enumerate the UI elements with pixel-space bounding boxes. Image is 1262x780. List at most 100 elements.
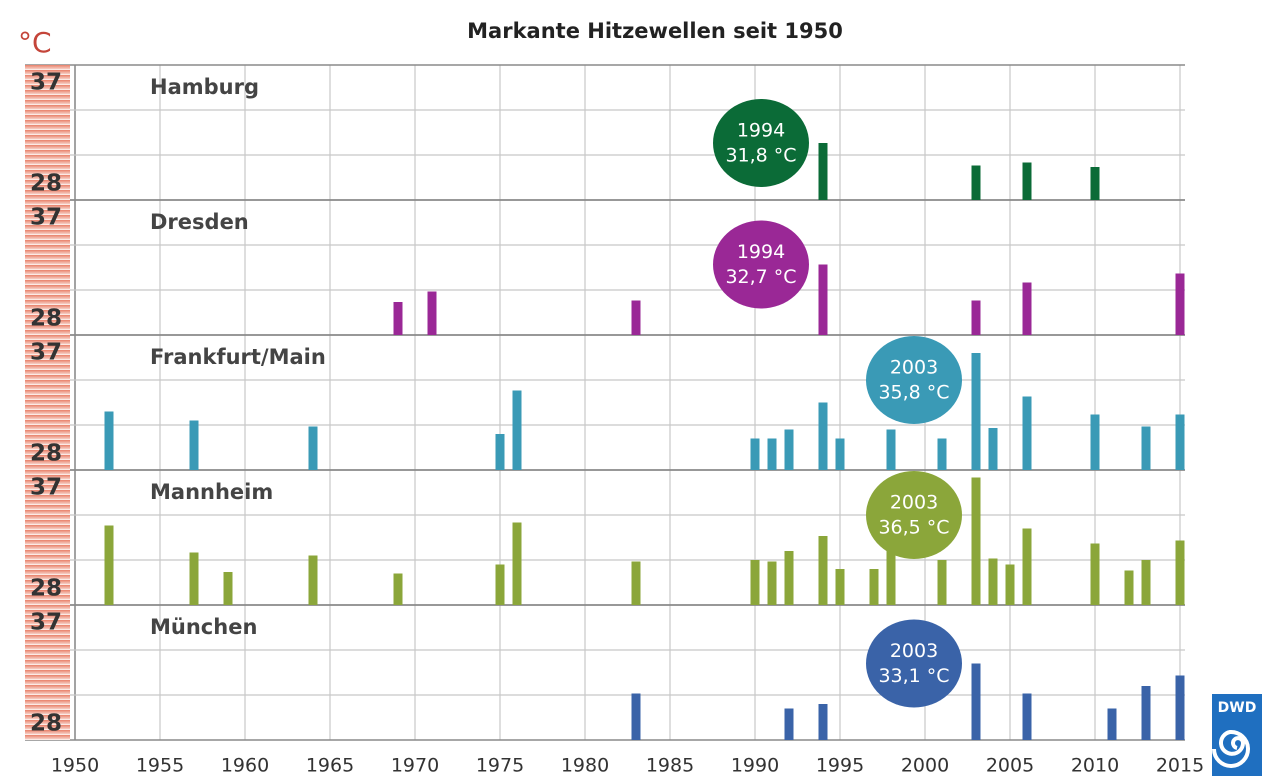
bar xyxy=(512,390,522,470)
bar xyxy=(223,572,233,605)
annotation-year: 2003 xyxy=(890,492,938,514)
bar xyxy=(1022,396,1032,470)
x-tick-label: 2000 xyxy=(901,755,949,777)
bar xyxy=(835,438,845,470)
bar xyxy=(1175,414,1185,470)
x-tick-label: 1980 xyxy=(561,755,609,777)
x-tick-label: 2005 xyxy=(986,755,1034,777)
y-tick-label: 37 xyxy=(30,340,62,366)
bar xyxy=(784,708,794,740)
bar xyxy=(988,428,998,470)
bar xyxy=(1090,543,1100,605)
bar xyxy=(1175,675,1185,740)
bar xyxy=(1090,167,1100,200)
y-tick-label: 28 xyxy=(30,441,62,467)
bar xyxy=(818,402,828,470)
chart-title: Markante Hitzewellen seit 1950 xyxy=(467,19,843,43)
logo-text: DWD xyxy=(1218,700,1257,716)
y-tick-label: 28 xyxy=(30,171,62,197)
bar xyxy=(1175,540,1185,605)
panel-title: München xyxy=(150,615,257,639)
annotation-year: 2003 xyxy=(890,357,938,379)
bar xyxy=(1090,414,1100,470)
y-tick-label: 28 xyxy=(30,306,62,332)
panel-title: Hamburg xyxy=(150,75,259,99)
annotation-year: 1994 xyxy=(737,241,785,263)
y-tick-label: 37 xyxy=(30,70,62,96)
bar xyxy=(427,291,437,335)
bar xyxy=(937,438,947,470)
bar xyxy=(189,552,199,605)
annotation-bubble xyxy=(713,220,809,309)
y-unit: °C xyxy=(18,26,52,59)
bar xyxy=(1175,273,1185,335)
bar xyxy=(767,438,777,470)
bar xyxy=(1107,708,1117,740)
bar xyxy=(937,560,947,605)
bar xyxy=(750,438,760,470)
panel-title: Frankfurt/Main xyxy=(150,345,326,369)
y-tick-label: 28 xyxy=(30,711,62,737)
bar xyxy=(495,564,505,605)
bar xyxy=(1141,686,1151,740)
bar xyxy=(869,569,879,605)
heat-scale xyxy=(25,605,70,740)
bar xyxy=(308,555,318,605)
x-tick-label: 1985 xyxy=(646,755,694,777)
bar xyxy=(971,353,981,470)
panel-title: Dresden xyxy=(150,210,249,234)
x-tick-label: 1990 xyxy=(731,755,779,777)
y-tick-label: 28 xyxy=(30,576,62,602)
annotation-value: 35,8 °C xyxy=(878,382,949,404)
bar xyxy=(1141,560,1151,605)
y-tick-label: 37 xyxy=(30,475,62,501)
annotation-bubble xyxy=(713,99,809,187)
bar xyxy=(189,420,199,470)
bar xyxy=(750,560,760,605)
bar xyxy=(393,573,403,605)
bar xyxy=(767,561,777,605)
bar xyxy=(886,429,896,470)
bar xyxy=(784,551,794,605)
x-tick-label: 1950 xyxy=(51,755,99,777)
logo-spiral xyxy=(1212,729,1250,768)
bar xyxy=(784,429,794,470)
x-tick-label: 1995 xyxy=(816,755,864,777)
annotation-value: 33,1 °C xyxy=(878,665,949,687)
x-tick-label: 2015 xyxy=(1156,755,1204,777)
x-tick-label: 1955 xyxy=(136,755,184,777)
bar xyxy=(104,525,114,605)
x-tick-label: 1965 xyxy=(306,755,354,777)
y-tick-label: 37 xyxy=(30,610,62,636)
bar xyxy=(818,536,828,605)
bar xyxy=(631,300,641,335)
bar xyxy=(971,300,981,335)
annotation-year: 2003 xyxy=(890,640,938,662)
bar xyxy=(104,411,114,470)
bar xyxy=(886,548,896,605)
bar xyxy=(1124,570,1134,605)
bar xyxy=(393,302,403,335)
heat-scale xyxy=(25,200,70,335)
y-tick-label: 37 xyxy=(30,205,62,231)
bar xyxy=(988,558,998,605)
bar xyxy=(818,264,828,335)
bar xyxy=(1141,426,1151,470)
bar xyxy=(631,693,641,740)
x-tick-label: 1975 xyxy=(476,755,524,777)
panel-title: Mannheim xyxy=(150,480,273,504)
heat-scale xyxy=(25,335,70,470)
heat-scale xyxy=(25,65,70,200)
annotation-bubble xyxy=(866,471,962,559)
bar xyxy=(1022,528,1032,605)
bar xyxy=(631,561,641,605)
bar xyxy=(512,522,522,605)
annotation-value: 32,7 °C xyxy=(725,266,796,288)
annotation-bubble xyxy=(866,619,962,708)
bar xyxy=(495,434,505,470)
bar xyxy=(1022,162,1032,200)
bar xyxy=(308,426,318,470)
bar xyxy=(971,663,981,740)
annotation-value: 31,8 °C xyxy=(725,145,796,167)
